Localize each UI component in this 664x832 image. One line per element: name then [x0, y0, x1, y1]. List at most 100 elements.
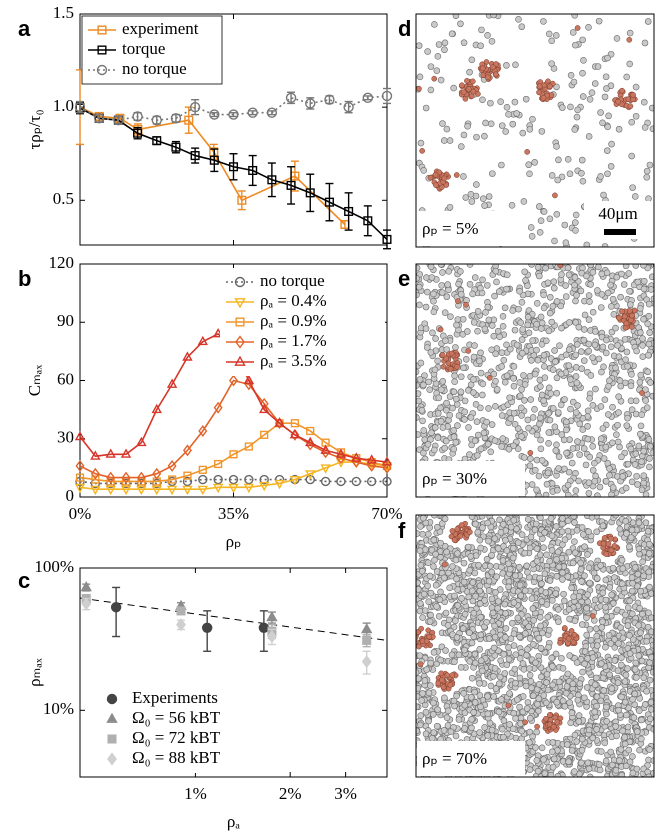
particle [586, 298, 593, 305]
particle [460, 39, 468, 47]
particle [478, 26, 485, 34]
particle [524, 282, 531, 290]
active-particle [443, 355, 450, 362]
micrograph-frame [415, 514, 655, 778]
particle [416, 675, 422, 682]
particle [583, 241, 591, 247]
particle [585, 340, 593, 348]
particle [583, 684, 591, 691]
particle [603, 710, 610, 718]
particle [644, 527, 652, 535]
particle [640, 472, 648, 479]
active-particle [431, 75, 438, 82]
particle [572, 351, 580, 359]
particle [599, 618, 606, 626]
particle [622, 671, 630, 679]
particle [588, 515, 596, 521]
particle [416, 530, 421, 537]
particle [567, 72, 575, 79]
particle [454, 422, 461, 429]
legend-marker [97, 25, 107, 35]
particle [591, 681, 599, 689]
particle [451, 372, 458, 380]
particle [472, 520, 479, 528]
particle [531, 466, 539, 474]
particle [442, 337, 449, 345]
particle [579, 36, 586, 44]
particle [573, 379, 581, 387]
particle [536, 420, 543, 428]
active-particle [416, 634, 419, 641]
particle [624, 723, 632, 731]
marker [361, 623, 373, 634]
particle [448, 651, 456, 659]
marker [212, 483, 224, 494]
particle [536, 613, 544, 621]
particle [552, 590, 560, 597]
particle [546, 577, 554, 584]
particle [493, 386, 501, 393]
particle [471, 437, 479, 445]
particle [638, 716, 645, 724]
active-particle [570, 639, 577, 646]
particle [642, 397, 649, 404]
particle [624, 622, 632, 629]
particle [514, 539, 522, 547]
particle [506, 690, 513, 697]
particle [621, 698, 629, 706]
particle [622, 517, 630, 525]
particle [578, 746, 586, 754]
particle [478, 515, 486, 520]
particle [595, 355, 603, 363]
legend-label: Ω₀ = 72 kBT [132, 728, 221, 747]
active-particle [417, 661, 424, 668]
particle [613, 35, 621, 42]
particle [515, 16, 522, 23]
particle [468, 724, 475, 732]
particle [552, 358, 559, 365]
particle [619, 727, 626, 735]
particle [477, 349, 484, 357]
particle [631, 666, 639, 673]
particle [553, 441, 560, 449]
particle [631, 193, 639, 200]
marker [197, 335, 208, 346]
particle [468, 639, 476, 647]
active-particle [448, 350, 455, 357]
marker [176, 606, 186, 616]
particle [616, 757, 623, 764]
particle [575, 477, 582, 485]
particle [537, 414, 544, 422]
particle [629, 184, 636, 191]
particle [633, 674, 640, 681]
particle [476, 680, 483, 687]
particle [618, 580, 626, 588]
particle [549, 763, 557, 771]
particle [471, 688, 478, 696]
particle [616, 443, 623, 451]
particle [565, 271, 573, 279]
particle [442, 609, 450, 617]
particle [635, 545, 643, 553]
particle [450, 84, 457, 92]
particle [524, 416, 532, 424]
particle [529, 115, 536, 123]
legend-marker [234, 355, 246, 366]
particle [491, 292, 498, 300]
particle [572, 319, 580, 326]
particle [522, 630, 529, 637]
particle [485, 537, 492, 545]
particle [428, 546, 436, 554]
particle [591, 459, 598, 467]
particle [517, 592, 525, 599]
particle [520, 372, 527, 379]
particle [485, 577, 493, 585]
particle [537, 622, 544, 630]
legend-marker [107, 734, 117, 744]
particle [492, 403, 499, 410]
active-particle [437, 326, 444, 333]
particle [443, 406, 450, 414]
particle [497, 528, 505, 536]
particle [443, 293, 451, 301]
particle [531, 370, 539, 378]
